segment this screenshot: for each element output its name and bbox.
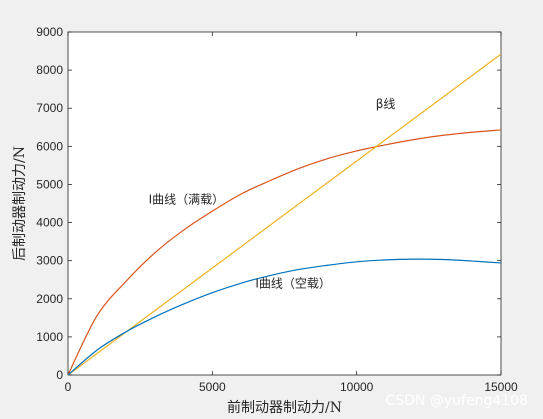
x-axis-label: 前制动器制动力/N <box>227 399 342 416</box>
y-tick-label: 9000 <box>36 25 63 39</box>
y-axis-label: 后制动器制动力/N <box>12 146 28 261</box>
x-tick-label: 0 <box>65 380 72 394</box>
series-line-2 <box>67 258 502 376</box>
y-tick-label: 5000 <box>36 177 63 191</box>
y-tick-label: 2000 <box>36 292 63 306</box>
axis-ticks: 0 5000 10000 15000 0 1000 2000 3000 4000 5000 6000… <box>36 25 518 394</box>
annotation-1: I曲线（满载） <box>149 193 225 207</box>
watermark: CSDN @yufeng4108 <box>386 393 528 409</box>
y-tick-label: 6000 <box>36 139 63 153</box>
annotation-0: β线 <box>376 97 396 111</box>
x-tick-label: 5000 <box>199 380 226 394</box>
annotations-layer: β线 I曲线（满载） I曲线（空载） <box>149 97 396 290</box>
annotation-2: I曲线（空载） <box>255 276 331 290</box>
series-layer <box>67 53 502 376</box>
y-tick-label: 3000 <box>36 254 63 268</box>
x-tick-label: 10000 <box>340 380 374 394</box>
y-tick-label: 7000 <box>36 101 63 115</box>
series-line-0 <box>67 129 502 376</box>
plot-area <box>67 31 502 376</box>
series-line-1 <box>67 53 502 376</box>
y-tick-label: 8000 <box>36 63 63 77</box>
y-tick-label: 4000 <box>36 216 63 230</box>
x-tick-label: 15000 <box>484 380 518 394</box>
y-tick-label: 0 <box>56 368 63 382</box>
y-tick-label: 1000 <box>36 330 63 344</box>
